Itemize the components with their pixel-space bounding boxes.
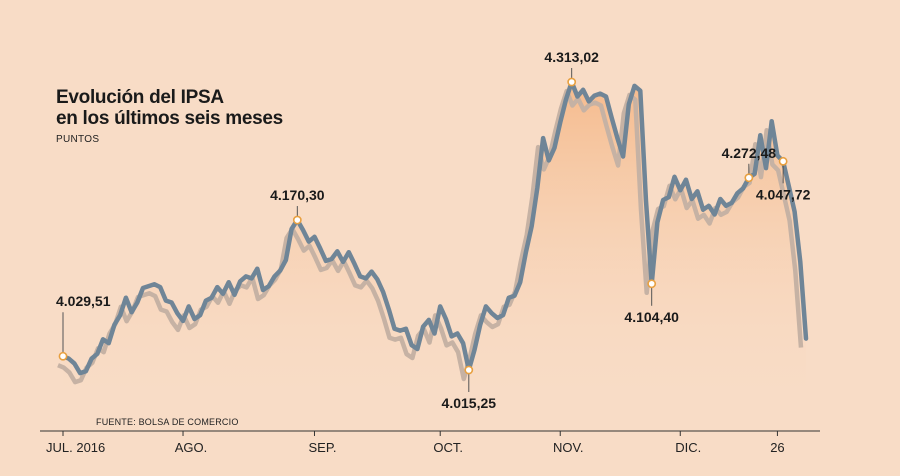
chart-title-line-1: Evolución del IPSA — [56, 87, 224, 108]
chart-subtitle: PUNTOS — [56, 134, 100, 145]
annotation-label: 4.313,02 — [544, 49, 599, 65]
chart-title-line-2: en los últimos seis meses — [56, 108, 283, 129]
annotation-label: 4.104,40 — [624, 309, 679, 325]
annotation-marker — [292, 215, 302, 225]
annotation-label: 4.029,51 — [56, 293, 111, 309]
annotation-marker — [744, 173, 754, 183]
x-tick-label: DIC. — [675, 440, 701, 455]
annotation-marker — [647, 279, 657, 289]
annotation-label: 4.015,25 — [442, 395, 497, 411]
x-tick-label: 26 — [770, 440, 784, 455]
annotation-marker — [567, 77, 577, 87]
series-line — [60, 79, 809, 376]
annotation-marker — [58, 351, 68, 361]
source-note: FUENTE: BOLSA DE COMERCIO — [96, 417, 239, 427]
area-fill — [63, 82, 806, 420]
annotation-label: 4.272,48 — [722, 145, 777, 161]
x-tick-label: AGO. — [175, 440, 208, 455]
x-tick-label: OCT. — [433, 440, 463, 455]
annotation-label: 4.170,30 — [270, 187, 325, 203]
annotation-marker — [778, 156, 788, 166]
x-tick-label: JUL. 2016 — [46, 440, 105, 455]
annotation-marker — [464, 365, 474, 375]
x-tick-label: NOV. — [553, 440, 584, 455]
x-tick-label: SEP. — [309, 440, 337, 455]
annotation-label: 4.047,72 — [756, 186, 811, 202]
